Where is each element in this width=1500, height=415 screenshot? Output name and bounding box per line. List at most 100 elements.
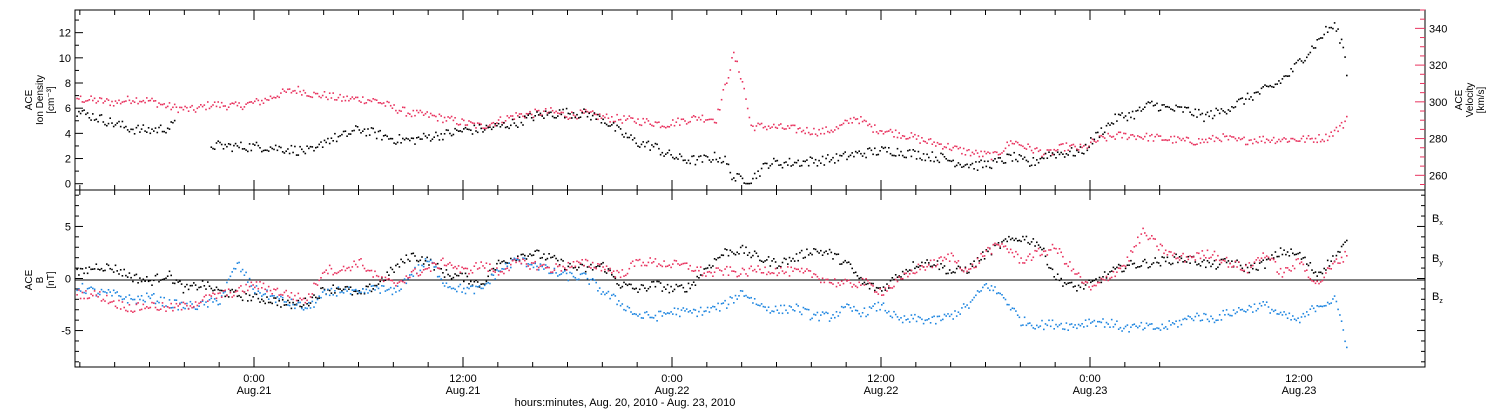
by-series-point — [1022, 324, 1024, 326]
by-series-point — [1312, 307, 1315, 310]
bx-series-point — [745, 246, 747, 249]
bx-series-point — [874, 289, 876, 292]
density-series-point — [482, 131, 484, 133]
density-series-point — [541, 115, 543, 117]
density-series-point — [1013, 151, 1015, 154]
bx-series-point — [281, 299, 284, 301]
bx-series-point — [248, 294, 251, 297]
bx-series-point — [733, 252, 735, 255]
velocity-series-point — [1295, 140, 1298, 142]
velocity-series-point — [992, 151, 995, 154]
velocity-series-point — [241, 108, 244, 111]
density-series-point — [1314, 47, 1317, 49]
by-series-point — [165, 305, 167, 307]
density-series-point — [213, 148, 216, 150]
velocity-series-point — [1185, 136, 1188, 139]
velocity-series-point — [269, 95, 272, 98]
bx-series-point — [269, 301, 272, 304]
bx-series-point — [1156, 261, 1158, 264]
bz-series-point — [79, 297, 82, 300]
velocity-series-point — [426, 111, 428, 113]
density-series-point — [635, 142, 637, 145]
bz-series-point — [586, 259, 589, 262]
density-series-point — [926, 153, 928, 156]
by-series-point — [727, 303, 730, 306]
density-series-point — [410, 137, 413, 139]
density-series-point — [1210, 110, 1212, 112]
bz-series-point — [1217, 254, 1219, 257]
density-series-point — [215, 142, 218, 144]
bx-series-point — [107, 264, 110, 267]
bx-series-point — [85, 267, 87, 269]
bz-series-point — [274, 289, 277, 291]
velocity-series-point — [442, 121, 444, 124]
bx-series-point — [797, 259, 799, 262]
bx-series-point — [901, 270, 904, 273]
bx-series-point — [1130, 259, 1132, 262]
bz-series-point — [609, 267, 611, 270]
by-series-point — [132, 298, 134, 301]
by-series-point — [736, 298, 738, 300]
by-series-point — [325, 293, 327, 296]
bx-series-point — [959, 266, 961, 269]
density-series-point — [567, 112, 570, 115]
by-series-point — [342, 292, 345, 294]
velocity-series-point — [628, 115, 631, 117]
by-series-point — [1032, 327, 1035, 329]
bz-series-point — [579, 262, 582, 265]
velocity-series-point — [212, 104, 214, 106]
bx-series-point — [1278, 255, 1280, 258]
density-series-point — [1020, 155, 1022, 157]
by-series-point — [1070, 323, 1073, 325]
velocity-series-point — [1086, 147, 1089, 149]
bx-series-point — [1265, 258, 1268, 261]
bz-series-point — [261, 287, 263, 289]
bx-series-point — [1217, 266, 1219, 269]
density-series-point — [1051, 152, 1054, 154]
velocity-series-point — [328, 92, 331, 94]
by-series-point — [1330, 302, 1332, 304]
velocity-series-point — [642, 117, 644, 120]
bz-series-point — [602, 266, 604, 268]
by-series-point — [834, 316, 836, 319]
density-series-point — [1041, 157, 1043, 159]
density-series-point — [590, 118, 592, 121]
by-series-point — [699, 306, 702, 309]
velocity-series-point — [126, 95, 129, 98]
by-series-point — [806, 308, 808, 311]
density-series-point — [1093, 138, 1096, 141]
bz-series-point — [158, 309, 160, 311]
velocity-series-point — [485, 127, 488, 130]
velocity-series-point — [1168, 139, 1170, 141]
bz-series-point — [1201, 250, 1204, 252]
by-series-point — [997, 292, 1000, 294]
by-series-point — [207, 306, 209, 308]
by-series-point — [938, 315, 941, 318]
bz-series-point — [553, 269, 556, 271]
velocity-series-point — [334, 99, 336, 101]
by-series-point — [1036, 324, 1038, 327]
bx-series-point — [722, 254, 725, 257]
bz-series-point — [118, 299, 120, 302]
bx-series-point — [1015, 237, 1017, 240]
by-series-point — [675, 313, 678, 316]
bz-series-point — [1218, 259, 1221, 262]
bz-series-point — [837, 282, 840, 284]
density-series-point — [1084, 143, 1087, 146]
by-series-point — [663, 312, 665, 314]
by-series-point — [421, 264, 423, 267]
bz-series-point — [466, 267, 469, 270]
velocity-series-point — [1166, 139, 1169, 142]
by-series-point — [1114, 323, 1116, 326]
by-series-point — [173, 299, 176, 301]
bx-series-point — [524, 254, 526, 257]
by-series-point — [1333, 295, 1336, 297]
density-series-point — [978, 161, 981, 163]
bx-series-point — [1246, 266, 1249, 269]
bz-series-point — [1159, 243, 1162, 246]
velocity-series-point — [860, 116, 862, 118]
density-series-point — [1203, 120, 1205, 123]
density-series-point — [616, 124, 618, 127]
velocity-series-point — [748, 116, 751, 119]
bx-series-point — [837, 253, 840, 255]
